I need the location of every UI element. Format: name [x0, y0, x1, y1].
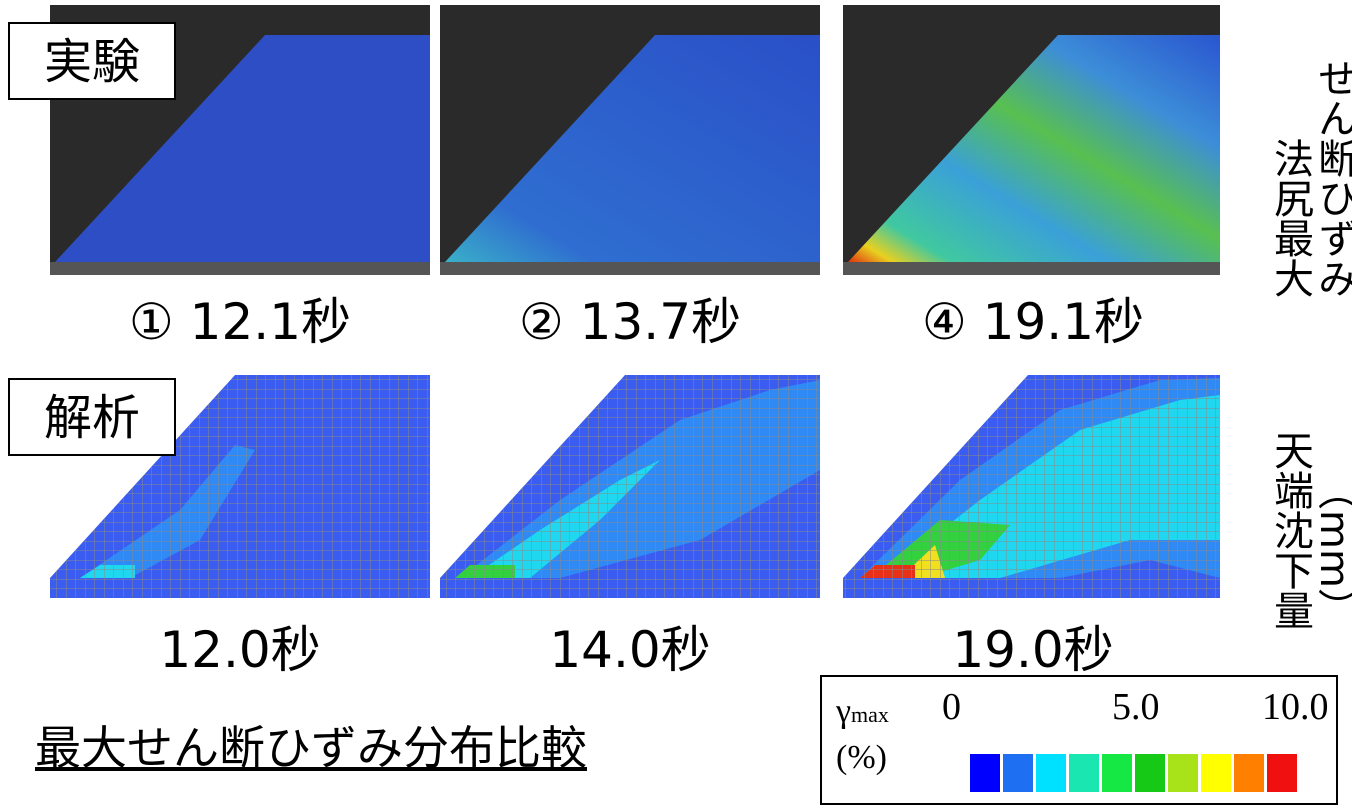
- legend-symbol: γmax: [836, 693, 889, 731]
- side-label: （mm）: [1312, 470, 1352, 628]
- label-box: 解析: [8, 378, 176, 456]
- legend-symbol-sub: max: [851, 702, 889, 727]
- legend-swatch: [1135, 754, 1165, 792]
- caption: ① 12.1秒: [50, 292, 430, 352]
- side-label: 法尻最大: [1268, 138, 1312, 298]
- caption: 14.0秒: [440, 620, 820, 680]
- legend-swatch: [1267, 754, 1297, 792]
- side-label: 天端沈下量: [1268, 430, 1312, 630]
- photo: [843, 5, 1220, 275]
- color-scale: [970, 754, 1297, 792]
- side-label: せん断ひずみ: [1312, 58, 1352, 298]
- legend-swatch: [1036, 754, 1066, 792]
- figure: 実験 解析 ① 12.1秒 ② 13.7秒 ④ 19.1秒 12.0秒 14.0…: [0, 0, 1352, 810]
- photo: [440, 5, 820, 275]
- legend: γmax (%) 0 5.0 10.0: [820, 675, 1338, 805]
- caption: 19.0秒: [843, 620, 1223, 680]
- mesh: [440, 375, 820, 598]
- legend-tick: 5.0: [1112, 685, 1160, 729]
- caption: 12.0秒: [50, 620, 430, 680]
- legend-swatch: [1003, 754, 1033, 792]
- mesh: [843, 375, 1220, 598]
- legend-swatch: [970, 754, 1000, 792]
- caption: ② 13.7秒: [440, 292, 820, 352]
- caption: ④ 19.1秒: [843, 292, 1223, 352]
- legend-swatch: [1234, 754, 1264, 792]
- legend-unit: (%): [836, 739, 887, 777]
- label-box: 実験: [8, 22, 176, 100]
- legend-swatch: [1168, 754, 1198, 792]
- legend-tick: 0: [942, 685, 961, 729]
- legend-swatch: [1201, 754, 1231, 792]
- legend-swatch: [1102, 754, 1132, 792]
- title: 最大せん断ひずみ分布比較: [35, 712, 587, 778]
- legend-swatch: [1069, 754, 1099, 792]
- legend-tick: 10.0: [1262, 685, 1329, 729]
- legend-symbol-main: γ: [836, 693, 851, 730]
